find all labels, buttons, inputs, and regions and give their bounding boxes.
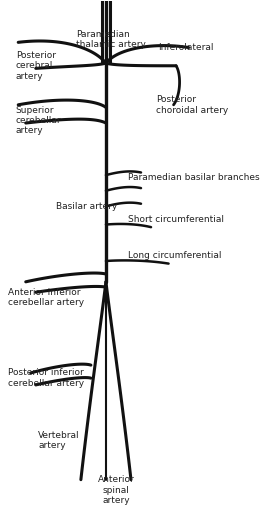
Text: Posterior inferior
cerebellar artery: Posterior inferior cerebellar artery: [8, 369, 84, 388]
Text: Anterior
spinal
artery: Anterior spinal artery: [98, 475, 134, 505]
Text: Paramedian
thalamic artery: Paramedian thalamic artery: [76, 30, 146, 50]
Text: Basilar artery: Basilar artery: [56, 202, 117, 211]
Text: Inferolateral: Inferolateral: [158, 43, 214, 52]
Text: Posterior
cerebral
artery: Posterior cerebral artery: [16, 51, 56, 81]
Text: Short circumferential: Short circumferential: [128, 215, 224, 224]
Text: Posterior
choroidal artery: Posterior choroidal artery: [156, 95, 228, 114]
Text: Long circumferential: Long circumferential: [128, 251, 222, 260]
Text: Paramedian basilar branches: Paramedian basilar branches: [128, 173, 260, 182]
Text: Vertebral
artery: Vertebral artery: [38, 431, 80, 450]
Text: Superior
cerebellar
artery: Superior cerebellar artery: [16, 105, 61, 135]
Text: Anterior inferior
cerebellar artery: Anterior inferior cerebellar artery: [8, 288, 84, 307]
